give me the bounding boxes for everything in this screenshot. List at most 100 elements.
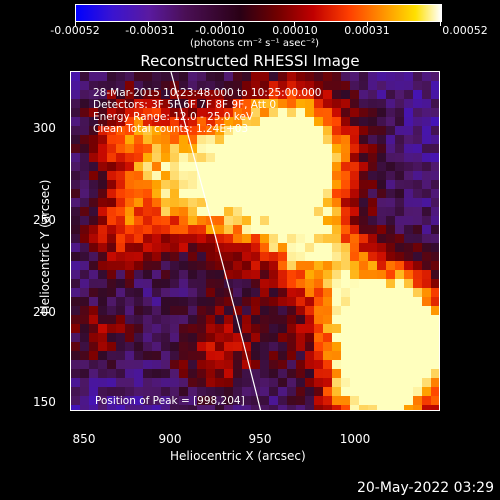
heatmap-cell [215,144,224,153]
heatmap-cell [332,333,341,342]
heatmap-cell [368,144,377,153]
heatmap-cell [161,90,170,99]
heatmap-cell [251,126,260,135]
heatmap-cell [314,387,323,396]
heatmap-cell [188,378,197,387]
heatmap-cell [386,144,395,153]
heatmap-cell [242,207,251,216]
heatmap-cell [215,162,224,171]
heatmap-cell [359,162,368,171]
heatmap-cell [260,153,269,162]
heatmap-cell [143,72,152,81]
heatmap-cell [188,135,197,144]
heatmap-cell [98,261,107,270]
heatmap-cell [188,81,197,90]
heatmap-cell [350,360,359,369]
heatmap-cell [116,297,125,306]
heatmap-cell [305,378,314,387]
heatmap-cell [395,144,404,153]
heatmap-cell [305,162,314,171]
heatmap-cell [188,144,197,153]
heatmap-cell [134,171,143,180]
heatmap-cell [188,369,197,378]
heatmap-cell [197,378,206,387]
heatmap-cell [134,81,143,90]
heatmap-cell [242,144,251,153]
heatmap-cell [359,108,368,117]
heatmap-cell [431,360,439,369]
heatmap-cell [350,261,359,270]
heatmap-cell [422,216,431,225]
heatmap-cell [386,117,395,126]
heatmap-cell [71,306,80,315]
heatmap-cell [368,90,377,99]
heatmap-cell [224,135,233,144]
colorbar-tick-label: 0.00031 [344,24,390,37]
heatmap-cell [332,72,341,81]
heatmap-cell [431,306,439,315]
heatmap-cell [143,117,152,126]
heatmap-cell [431,216,439,225]
heatmap-cell [152,261,161,270]
heatmap-cell [107,288,116,297]
heatmap-cell [71,153,80,162]
heatmap-cell [350,90,359,99]
heatmap-cell [188,207,197,216]
heatmap-cell [197,153,206,162]
heatmap-cell [260,90,269,99]
heatmap-cell [341,198,350,207]
heatmap-cell [233,198,242,207]
heatmap-cell [404,216,413,225]
heatmap-cell [251,198,260,207]
heatmap-cell [314,279,323,288]
heatmap-cell [170,297,179,306]
heatmap-cell [170,162,179,171]
heatmap-cell [305,270,314,279]
heatmap-cell [368,180,377,189]
heatmap-cell [170,351,179,360]
heatmap-cell [125,306,134,315]
heatmap-cell [269,81,278,90]
heatmap-cell [98,351,107,360]
heatmap-cell [89,81,98,90]
heatmap-cell [80,225,89,234]
heatmap-cell [350,171,359,180]
heatmap-cell [269,153,278,162]
heatmap-cell [116,81,125,90]
heatmap-cell [278,153,287,162]
heatmap-cell [251,108,260,117]
heatmap-cell [161,117,170,126]
heatmap-cell [80,108,89,117]
heatmap-cell [296,360,305,369]
heatmap-cell [260,360,269,369]
heatmap-cell [107,405,116,410]
heatmap-cell [80,99,89,108]
heatmap-cell [197,171,206,180]
heatmap-cell [422,261,431,270]
heatmap-cell [341,387,350,396]
heatmap-cell [296,333,305,342]
heatmap-cell [359,270,368,279]
heatmap-cell [332,288,341,297]
heatmap-cell [179,261,188,270]
heatmap-cell [332,225,341,234]
heatmap-cell [395,369,404,378]
x-tick-label: 850 [72,432,96,446]
heatmap-cell [143,207,152,216]
heatmap-cell [341,153,350,162]
heatmap-cell [314,90,323,99]
heatmap-cell [332,261,341,270]
heatmap-cell [305,369,314,378]
heatmap-cell [125,144,134,153]
heatmap-cell [143,99,152,108]
heatmap-cell [323,72,332,81]
heatmap-cell [161,72,170,81]
heatmap-cell [260,243,269,252]
heatmap-cell [179,378,188,387]
heatmap-cell [116,243,125,252]
heatmap-cell [422,378,431,387]
heatmap-cell [341,126,350,135]
heatmap-cell [242,360,251,369]
heatmap-cell [98,72,107,81]
heatmap-cell [206,108,215,117]
